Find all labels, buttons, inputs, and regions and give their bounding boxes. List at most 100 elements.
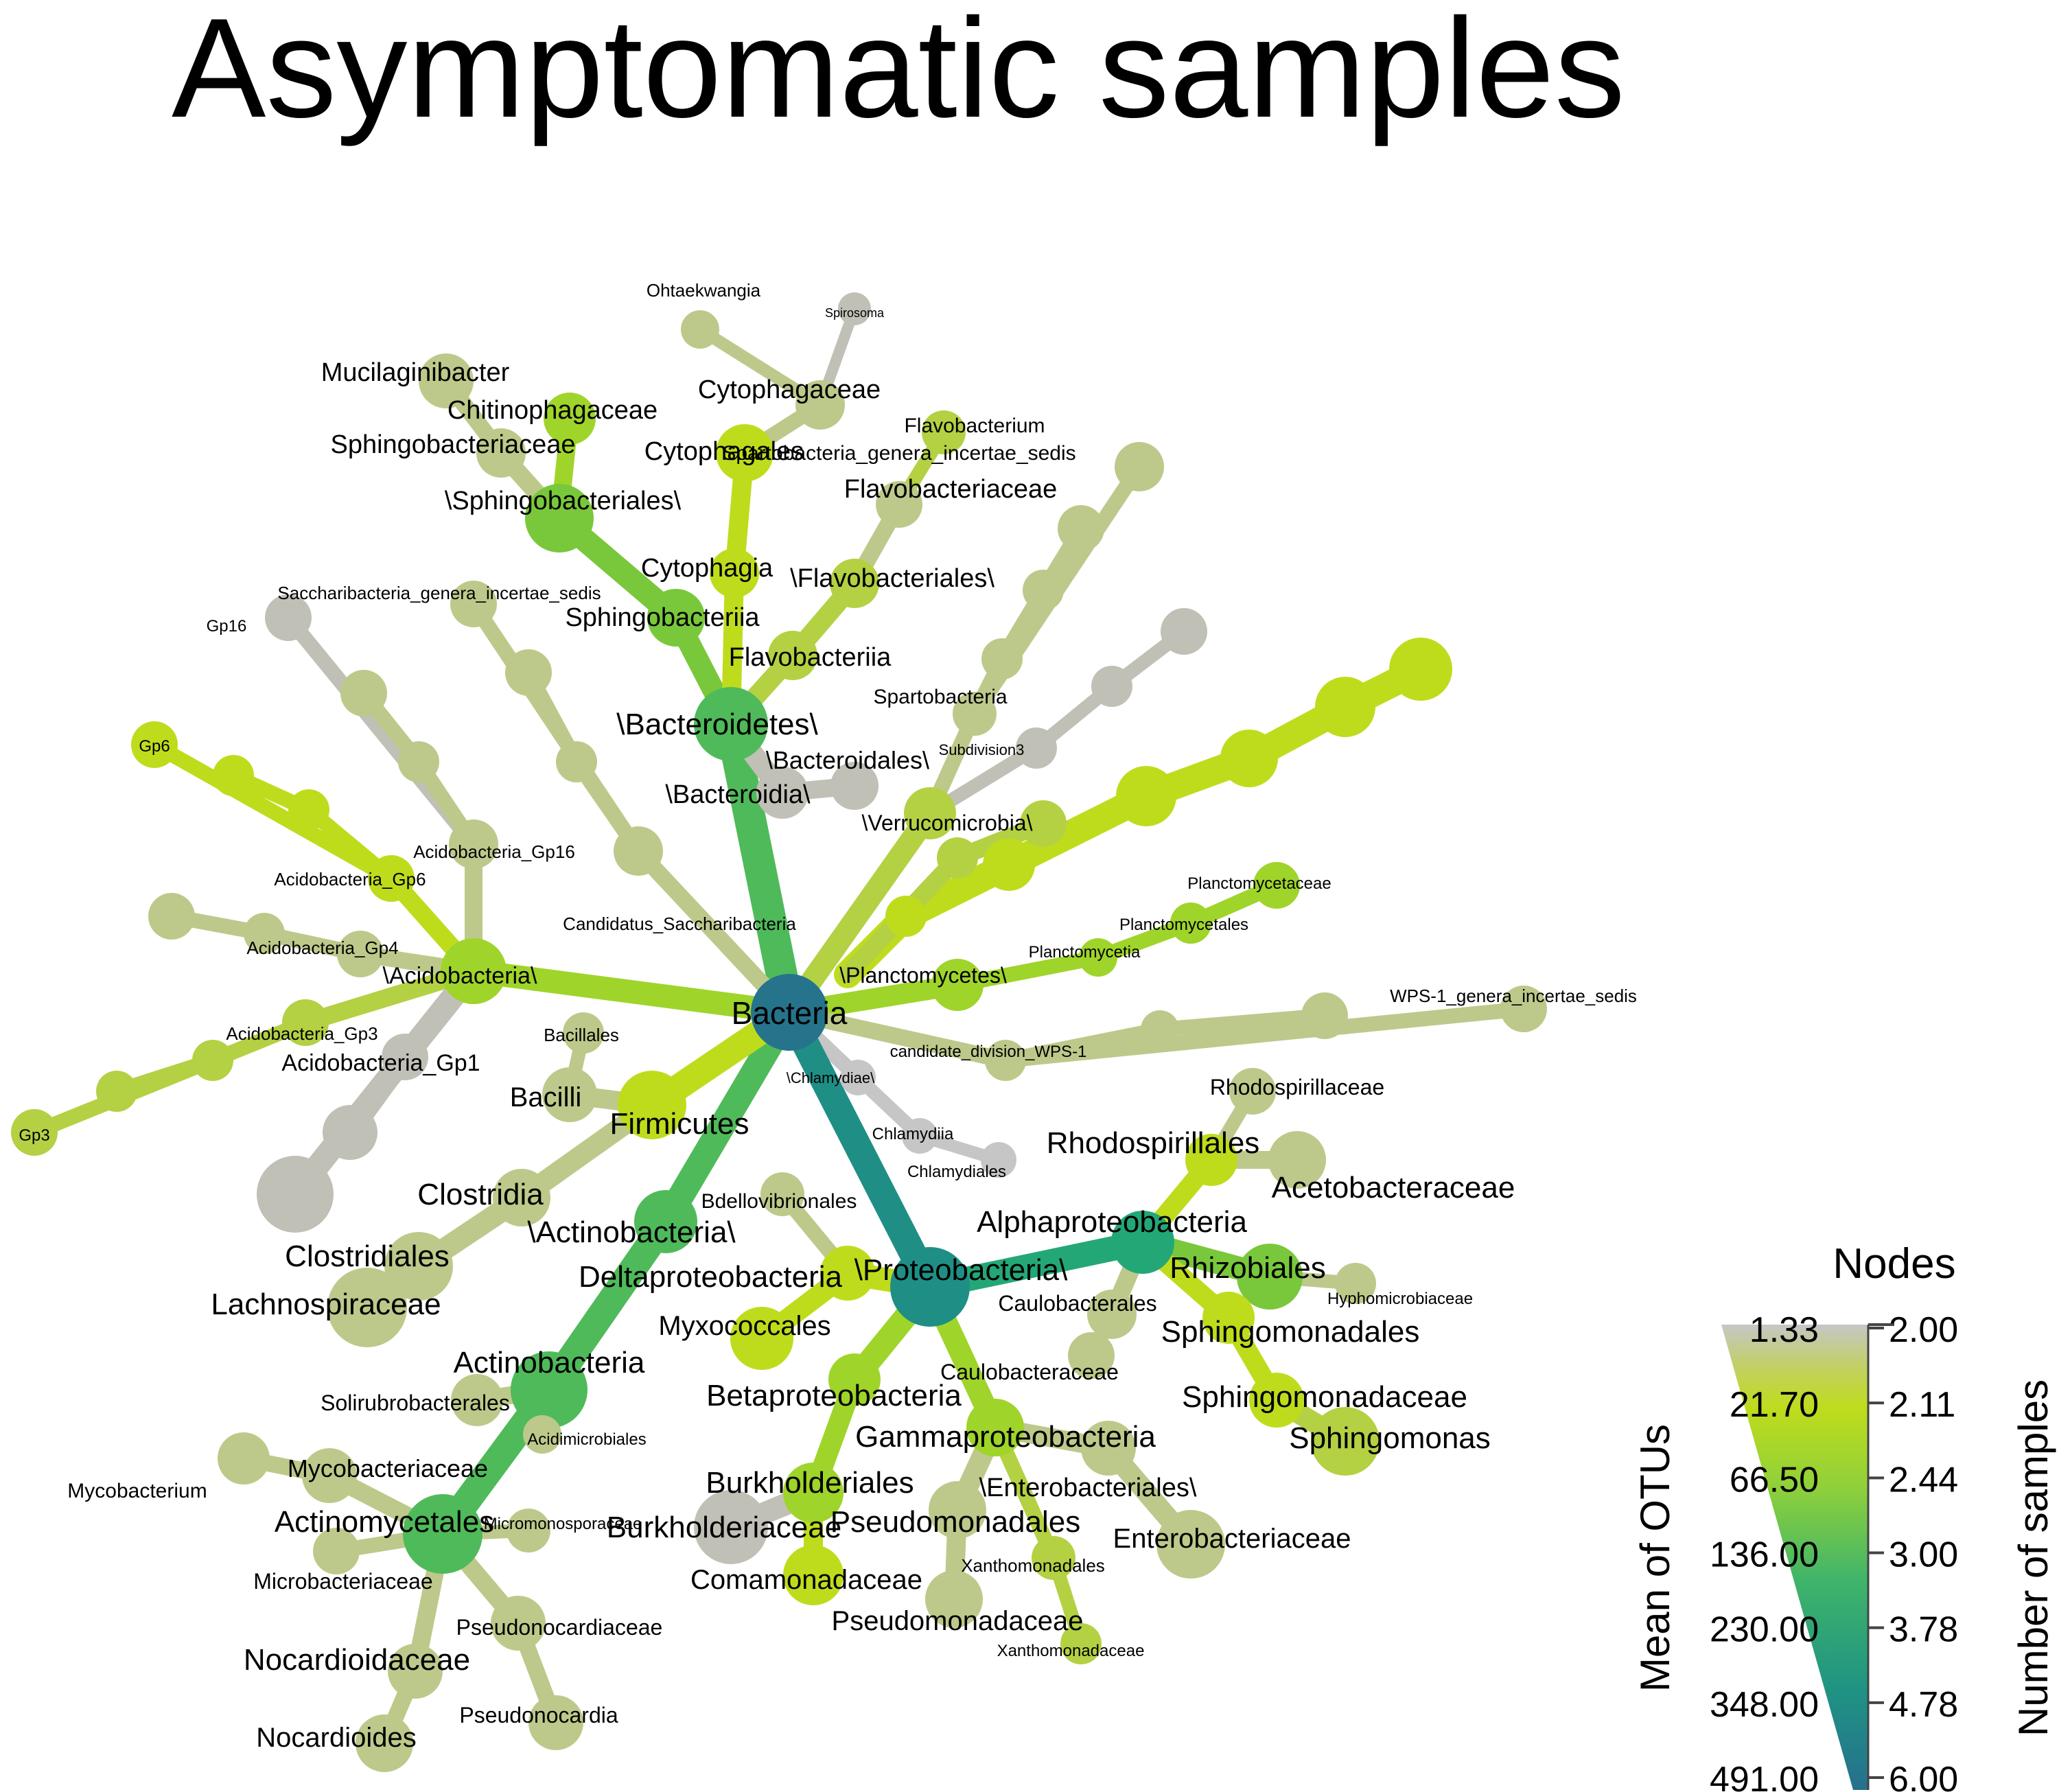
node-mycobacterium	[218, 1432, 270, 1485]
label-mycobacterium: Mycobacterium	[67, 1480, 207, 1502]
label-rhodospirillales: Rhodospirillales	[1047, 1126, 1260, 1160]
branch-node-5-1	[505, 649, 552, 696]
node-bacilli	[542, 1067, 597, 1122]
label-acidobacteria_gp6: Acidobacteria_Gp6	[274, 869, 426, 889]
label-saccharibacteria: Candidatus_Saccharibacteria	[563, 914, 796, 934]
branch-node-0-4	[1315, 677, 1375, 737]
node-myxococcales	[730, 1307, 793, 1370]
node-cytophagia	[710, 548, 759, 598]
label-wps1: candidate_division_WPS-1	[890, 1043, 1087, 1061]
label-planctomycetia: Planctomycetia	[1029, 943, 1141, 962]
branch-node-0-1	[983, 839, 1035, 891]
node-acidobacteria_gp16	[449, 819, 498, 869]
branch-node-7-0	[288, 789, 329, 830]
node-chlamydiales	[981, 1142, 1016, 1178]
branch-node-0-3	[1220, 730, 1278, 787]
legend-left-axis-label: Mean of OTUs	[1632, 1424, 1678, 1692]
node-sphingobacteriaceae	[476, 428, 526, 478]
label-mucilaginibacter: Mucilaginibacter	[321, 358, 510, 387]
node-sphingomonas	[1311, 1407, 1380, 1476]
label-enterobacteriales: \Enterobacteriales\	[979, 1474, 1197, 1502]
node-burkholderiaceae	[694, 1490, 768, 1564]
label-spartobacteria_g: Spartobacteria_genera_incertae_sedis	[722, 442, 1075, 465]
label-rhodospirillaceae: Rhodospirillaceae	[1210, 1075, 1384, 1099]
label-acidimicrobiales: Acidimicrobiales	[527, 1430, 646, 1449]
node-bacteroidia	[756, 767, 809, 819]
branch-node-8-0	[244, 913, 285, 954]
branch-node-2-0	[1091, 666, 1132, 707]
node-acidimicrobiales	[523, 1415, 561, 1454]
label-clostridia: Clostridia	[417, 1178, 544, 1211]
node-spartobacteria_g	[1115, 442, 1164, 491]
legend-right-tick-label: 2.11	[1889, 1385, 1955, 1425]
label-bdellovibrionales: Bdellovibrionales	[701, 1190, 857, 1213]
label-verrucomicrobia: \Verrucomicrobia\	[862, 811, 1033, 835]
label-nocardioidaceae: Nocardioidaceae	[244, 1643, 470, 1677]
node-planctomycetaceae	[1253, 862, 1300, 909]
branch-node-1-0	[937, 837, 978, 878]
label-lachnospiraceae: Lachnospiraceae	[211, 1288, 441, 1321]
label-rhizobiales: Rhizobiales	[1170, 1251, 1325, 1285]
node-burkholderiales	[783, 1463, 844, 1523]
label-acidobacteria_gp16: Acidobacteria_Gp16	[413, 841, 575, 862]
node-clostridiales	[384, 1232, 453, 1301]
label-cytophagaceae: Cytophagaceae	[698, 375, 881, 404]
label-clostridiales: Clostridiales	[285, 1240, 450, 1273]
label-enterobacteriaceae: Enterobacteriaceae	[1113, 1524, 1351, 1554]
label-microbacteriaceae: Microbacteriaceae	[253, 1569, 432, 1594]
node-acidobacteria	[441, 938, 507, 1004]
label-wps1_g: WPS-1_genera_incertae_sedis	[1390, 986, 1637, 1006]
label-flavobacterium: Flavobacterium	[904, 415, 1045, 437]
branch-node-4-1	[1301, 992, 1348, 1039]
node-mucilaginibacter	[419, 353, 474, 408]
node-planctomycetia	[1079, 938, 1117, 977]
label-pseudonocardiaceae: Pseudonocardiaceae	[456, 1615, 663, 1640]
label-acidobacteria_gp3: Acidobacteria_Gp3	[226, 1023, 377, 1044]
node-chlamydiia	[902, 1118, 938, 1154]
label-sphingobacteriia: Sphingobacteriia	[565, 603, 760, 632]
label-xanthomonadaceae: Xanthomonadaceae	[997, 1642, 1145, 1660]
legend-right-ticks: 2.00 2.11 2.44 3.00 3.78 4.78 6.00	[1868, 1310, 1958, 1792]
legend-left-tick-label: 230.00	[1710, 1610, 1819, 1650]
branch-node-6-1	[340, 670, 387, 717]
tree-nodes	[11, 292, 1547, 1772]
label-gp3: Gp3	[19, 1126, 49, 1145]
label-saccharibacteria_g: Saccharibacteria_genera_incertae_sedis	[277, 583, 601, 603]
label-caulobacteraceae: Caulobacteraceae	[940, 1360, 1119, 1384]
branch-node-9-0	[192, 1040, 233, 1081]
node-proteobacteria	[890, 1247, 970, 1327]
node-nocardioidaceae	[388, 1644, 443, 1699]
legend-left-tick-label: 491.00	[1710, 1760, 1819, 1792]
branch-node-1-1	[1020, 800, 1067, 847]
branch-edge-4-1	[1152, 1008, 1332, 1037]
branch-node-8-1	[148, 893, 195, 940]
label-pseudomonadaceae: Pseudomonadaceae	[832, 1606, 1084, 1636]
label-bacteria: Bacteria	[732, 995, 848, 1031]
label-acidobacteria_gp1: Acidobacteria_Gp1	[281, 1050, 480, 1076]
label-planctomycetes: \Planctomycetes\	[839, 963, 1007, 988]
node-planctomycetes	[931, 959, 984, 1011]
edge-acidobacteria	[462, 959, 801, 1024]
legend-right-tick-label: 2.00	[1889, 1310, 1958, 1350]
edge-bacteroidetes	[715, 708, 805, 1028]
label-flavobacteriales: \Flavobacteriales\	[790, 564, 994, 593]
label-actinobacteria_p: \Actinobacteria\	[527, 1215, 736, 1249]
node-bacteria	[751, 974, 828, 1051]
label-chlamydiales: Chlamydiales	[907, 1163, 1006, 1181]
label-gammaproteobacteria: Gammaproteobacteria	[855, 1420, 1156, 1454]
label-bacillales: Bacillales	[544, 1025, 619, 1045]
chart-title: Asymptomatic samples	[172, 0, 1625, 147]
branch-node-2-1	[1161, 608, 1207, 655]
edge-verrucomicrobia	[778, 802, 941, 1023]
node-mycobacteriaceae	[302, 1448, 357, 1503]
node-hyphomicrobiaceae	[1335, 1263, 1376, 1304]
node-rhodospirillales	[1185, 1134, 1237, 1186]
label-cytophagales: Cytophagales	[644, 437, 804, 466]
node-acidobacteria_gp4	[337, 931, 384, 977]
label-actinobacteria: Actinobacteria	[454, 1346, 645, 1380]
node-acidobacteria_gp1	[257, 1156, 334, 1233]
label-cytophagia: Cytophagia	[641, 554, 773, 583]
branch-node-10-1	[323, 1105, 377, 1160]
legend-left-tick-label: 21.70	[1730, 1385, 1819, 1425]
tree-labels: Bacteria \Bacteroidetes\ \Bacteroidia\ \Bac…	[19, 280, 1637, 1753]
